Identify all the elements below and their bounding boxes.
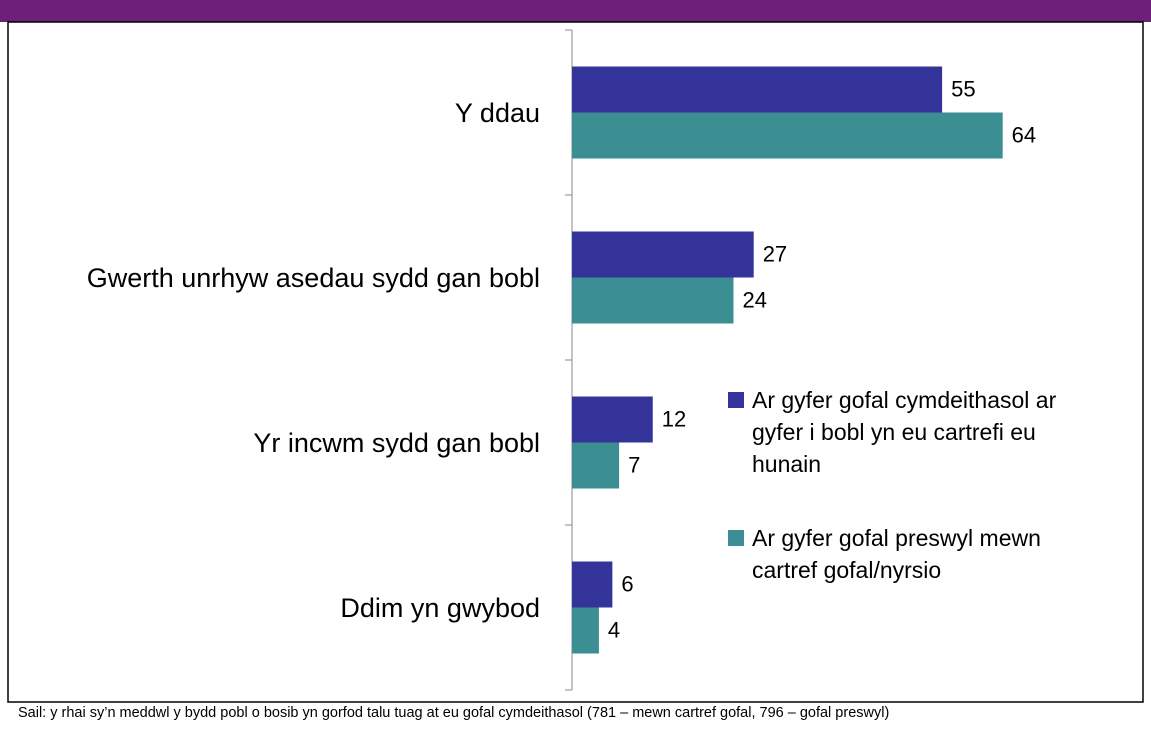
legend-item-box: Ar gyfer gofal preswyl mewn cartref gofa… [728, 522, 1128, 586]
legend-swatch [728, 392, 744, 408]
category-label-wrap: Y ddau [60, 63, 540, 163]
category-label-wrap: Ddim yn gwybod [60, 558, 540, 658]
category-label-box: Gwerth unrhyw asedau sydd gan bobl [60, 228, 540, 328]
category-label-box: Y ddau [60, 63, 540, 163]
legend-item-box: Ar gyfer gofal cymdeithasol ar gyfer i b… [728, 384, 1128, 480]
value-label: 12 [662, 406, 686, 431]
category-label: Yr incwm sydd gan bobl [253, 427, 540, 458]
category-label-box: Yr incwm sydd gan bobl [60, 393, 540, 493]
legend-label: Ar gyfer gofal preswyl mewn cartref gofa… [752, 525, 1041, 583]
category-label-wrap: Gwerth unrhyw asedau sydd gan bobl [60, 228, 540, 328]
legend-item: Ar gyfer gofal cymdeithasol ar gyfer i b… [728, 384, 1128, 480]
bar [572, 112, 1003, 159]
value-label: 24 [743, 287, 767, 312]
value-label: 4 [608, 617, 620, 642]
footnote: Sail: y rhai sy’n meddwl y bydd pobl o b… [18, 705, 890, 721]
category-label: Gwerth unrhyw asedau sydd gan bobl [86, 262, 540, 293]
bar [572, 66, 943, 113]
category-label-wrap: Yr incwm sydd gan bobl [60, 393, 540, 493]
legend-label: Ar gyfer gofal cymdeithasol ar gyfer i b… [752, 387, 1057, 477]
bar [572, 277, 734, 324]
category-label: Ddim yn gwybod [340, 592, 540, 623]
value-label: 64 [1012, 122, 1036, 147]
category-label-box: Ddim yn gwybod [60, 558, 540, 658]
value-label: 6 [621, 571, 633, 596]
footnote-box: Sail: y rhai sy’n meddwl y bydd pobl o b… [18, 705, 890, 721]
value-label: 7 [628, 452, 640, 477]
value-label: 55 [951, 76, 975, 101]
legend-swatch [728, 530, 744, 546]
value-label: 27 [763, 241, 787, 266]
bar [572, 442, 620, 489]
bar [572, 231, 754, 278]
category-label: Y ddau [454, 97, 540, 128]
bar [572, 607, 599, 654]
legend-item: Ar gyfer gofal preswyl mewn cartref gofa… [728, 522, 1128, 586]
frame [7, 21, 1144, 703]
bar [572, 561, 613, 608]
bar [572, 396, 653, 443]
header-band [0, 0, 1151, 22]
